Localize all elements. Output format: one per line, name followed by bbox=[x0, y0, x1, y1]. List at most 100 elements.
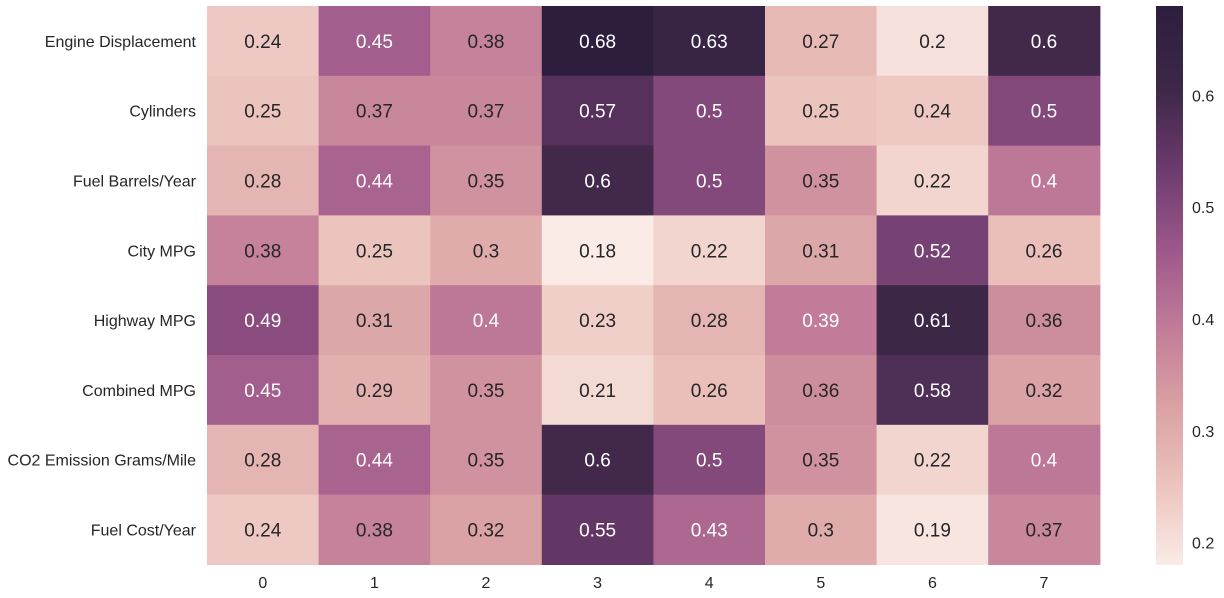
cell-value-label: 0.28 bbox=[691, 311, 728, 332]
heatmap-cell bbox=[318, 494, 431, 565]
colorbar-tick-label: 0.3 bbox=[1192, 424, 1214, 441]
cell-value-label: 0.61 bbox=[914, 311, 951, 332]
heatmap-cell bbox=[653, 145, 766, 216]
cell-value-label: 0.4 bbox=[1031, 172, 1058, 193]
colorbar-tick-label: 0.2 bbox=[1192, 536, 1214, 553]
heatmap-cell bbox=[318, 285, 431, 356]
heatmap-cell bbox=[765, 75, 878, 147]
row-label: Highway MPG bbox=[94, 313, 196, 330]
cell-value-label: 0.35 bbox=[802, 172, 839, 193]
cell-value-label: 0.26 bbox=[1026, 241, 1063, 262]
heatmap-cell bbox=[988, 285, 1101, 356]
colorbar-tick-label: 0.4 bbox=[1192, 312, 1214, 329]
heatmap-cell bbox=[765, 355, 878, 426]
cell-value-label: 0.49 bbox=[244, 311, 281, 332]
cell-value-label: 0.27 bbox=[802, 32, 839, 53]
cell-value-label: 0.44 bbox=[356, 172, 393, 193]
cell-value-label: 0.36 bbox=[1026, 311, 1063, 332]
cell-value-label: 0.44 bbox=[356, 451, 393, 472]
cell-value-label: 0.6 bbox=[584, 172, 610, 193]
heatmap-cell bbox=[430, 6, 543, 77]
heatmap-cell bbox=[653, 6, 766, 77]
heatmap-cell bbox=[876, 424, 989, 496]
heatmap-cell bbox=[988, 355, 1101, 426]
column-label: 4 bbox=[705, 575, 714, 592]
row-label: Cylinders bbox=[129, 104, 196, 121]
colorbar-tick-label: 0.5 bbox=[1192, 200, 1214, 217]
heatmap-cell bbox=[876, 145, 989, 216]
cell-value-label: 0.35 bbox=[802, 451, 839, 472]
heatmap-cell bbox=[765, 6, 878, 77]
cell-value-label: 0.38 bbox=[356, 521, 393, 542]
heatmap-cell bbox=[430, 494, 543, 565]
heatmap-cell bbox=[541, 145, 654, 216]
column-label: 6 bbox=[928, 575, 937, 592]
heatmap-cell bbox=[207, 424, 320, 496]
column-label: 3 bbox=[593, 575, 602, 592]
cell-value-label: 0.24 bbox=[244, 32, 281, 53]
heatmap-cell bbox=[318, 145, 431, 216]
row-label: Fuel Cost/Year bbox=[91, 523, 197, 540]
cell-value-label: 0.32 bbox=[1026, 381, 1063, 402]
column-label: 7 bbox=[1040, 575, 1049, 592]
column-label: 2 bbox=[482, 575, 491, 592]
cell-value-label: 0.35 bbox=[468, 381, 505, 402]
cell-value-label: 0.25 bbox=[802, 102, 839, 123]
cell-value-label: 0.6 bbox=[1031, 32, 1057, 53]
cell-value-label: 0.26 bbox=[691, 381, 728, 402]
heatmap-cell bbox=[318, 424, 431, 496]
cell-value-label: 0.22 bbox=[691, 241, 728, 262]
cell-value-label: 0.25 bbox=[356, 241, 393, 262]
heatmap-cell bbox=[430, 285, 543, 356]
heatmap-cell bbox=[876, 355, 989, 426]
cell-value-label: 0.43 bbox=[691, 521, 728, 542]
heatmap-cell bbox=[765, 215, 878, 286]
heatmap-cell bbox=[318, 215, 431, 286]
heatmap-cell bbox=[430, 75, 543, 147]
heatmap-cell bbox=[988, 215, 1101, 286]
cell-value-label: 0.22 bbox=[914, 172, 951, 193]
heatmap-cell bbox=[988, 75, 1101, 147]
cell-value-label: 0.5 bbox=[1031, 102, 1057, 123]
cell-value-label: 0.58 bbox=[914, 381, 951, 402]
heatmap-cell bbox=[765, 424, 878, 496]
row-label: Engine Displacement bbox=[45, 34, 197, 51]
heatmap-cell bbox=[988, 145, 1101, 216]
heatmap-cell bbox=[876, 494, 989, 565]
heatmap-cell bbox=[876, 75, 989, 147]
heatmap-cell bbox=[207, 215, 320, 286]
cell-value-label: 0.22 bbox=[914, 451, 951, 472]
colorbar-gradient bbox=[1156, 6, 1183, 565]
heatmap-cell bbox=[876, 215, 989, 286]
cell-value-label: 0.68 bbox=[579, 32, 616, 53]
column-label: 5 bbox=[816, 575, 825, 592]
cell-value-label: 0.38 bbox=[468, 32, 505, 53]
heatmap-cell bbox=[207, 75, 320, 147]
heatmap-cell bbox=[765, 145, 878, 216]
heatmap-cell bbox=[430, 355, 543, 426]
cell-value-label: 0.31 bbox=[802, 241, 839, 262]
cell-value-label: 0.35 bbox=[468, 451, 505, 472]
cell-value-label: 0.52 bbox=[914, 241, 951, 262]
cell-value-label: 0.55 bbox=[579, 521, 616, 542]
cell-value-label: 0.28 bbox=[244, 172, 281, 193]
heatmap-cell bbox=[653, 215, 766, 286]
heatmap-cells: 0.24 0.45 0.38 0.68 0.63 0.27 0.2 0.6 0.25 0.37 0.… bbox=[207, 6, 1101, 565]
row-label: Fuel Barrels/Year bbox=[73, 174, 197, 191]
cell-value-label: 0.28 bbox=[244, 451, 281, 472]
cell-value-label: 0.4 bbox=[473, 311, 500, 332]
cell-value-label: 0.36 bbox=[802, 381, 839, 402]
cell-value-label: 0.4 bbox=[1031, 451, 1058, 472]
heatmap-cell bbox=[207, 6, 320, 77]
column-label: 0 bbox=[258, 575, 267, 592]
heatmap-cell bbox=[653, 285, 766, 356]
heatmap-cell bbox=[207, 494, 320, 565]
row-label: City MPG bbox=[128, 243, 196, 260]
cell-value-label: 0.3 bbox=[808, 521, 834, 542]
cell-value-label: 0.3 bbox=[473, 241, 499, 262]
heatmap-cell bbox=[318, 355, 431, 426]
cell-value-label: 0.2 bbox=[919, 32, 945, 53]
row-label: CO2 Emission Grams/Mile bbox=[8, 453, 197, 470]
cell-value-label: 0.45 bbox=[356, 32, 393, 53]
heatmap-cell bbox=[653, 494, 766, 565]
